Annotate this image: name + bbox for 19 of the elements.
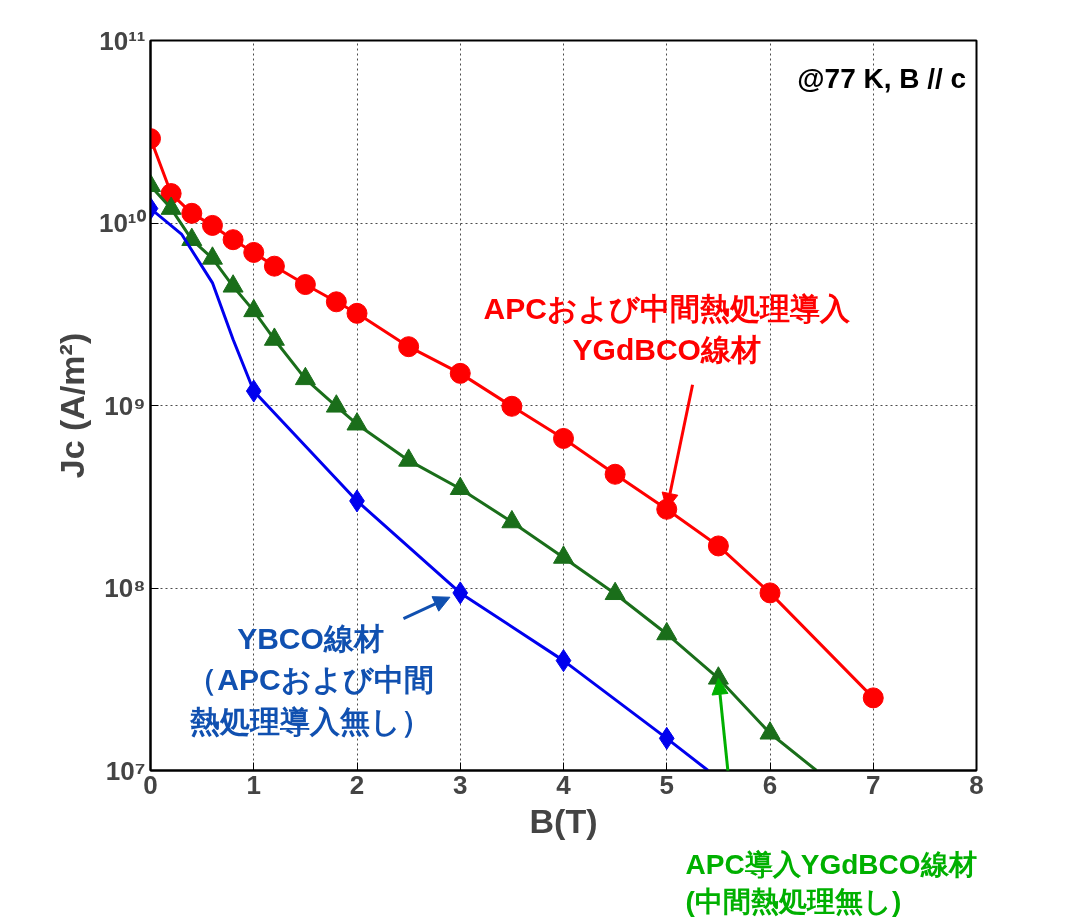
- y-tick-label: 10⁸: [104, 573, 146, 603]
- y-tick-label: 10⁹: [104, 390, 146, 421]
- text: APC導入YGdBCO線材(中間熱処理無し): [685, 849, 977, 918]
- x-tick-label: 6: [762, 769, 778, 800]
- y-axis-title: Jc (A/m²): [52, 332, 91, 479]
- annotation: YBCO線材（APCおよび中間熱処理導入無し）: [187, 622, 434, 738]
- x-tick-label: 1: [246, 769, 261, 800]
- y-tick-label: 10¹¹: [99, 25, 146, 56]
- x-tick-label: 5: [659, 769, 674, 800]
- x-axis-title: B(T): [529, 801, 598, 840]
- annotation: @77 K, B // c: [797, 63, 967, 95]
- x-tick-label: 7: [866, 769, 881, 800]
- x-tick-label: 8: [969, 769, 984, 800]
- x-tick-label: 4: [556, 769, 572, 800]
- y-tick-label: 10¹⁰: [98, 208, 147, 238]
- x-tick-label: 3: [453, 769, 468, 800]
- x-tick-label: 0: [143, 769, 158, 800]
- annotation: APCおよび中間熱処理導入YGdBCO線材: [483, 291, 851, 367]
- x-tick-label: 2: [349, 769, 365, 800]
